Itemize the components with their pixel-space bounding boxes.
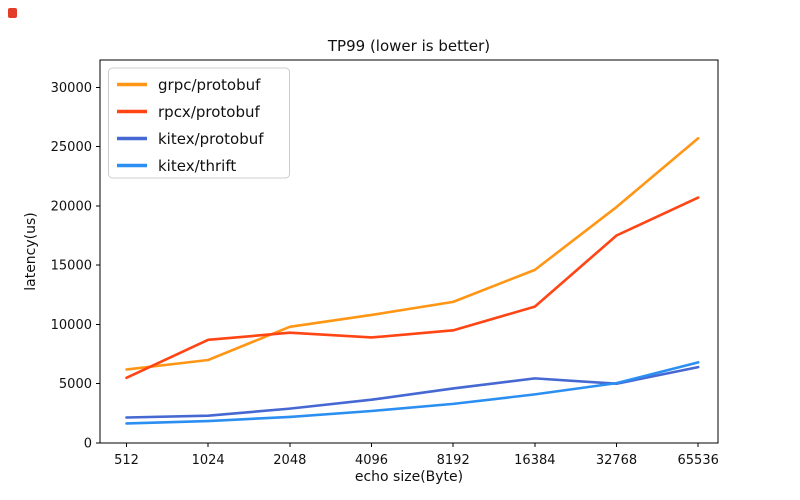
series-line-kitex-thrift [125,361,700,425]
y-tick-label: 0 [84,437,92,452]
x-tick-label: 65536 [678,453,719,468]
series-line-kitex-protobuf [125,365,700,419]
chart-title: TP99 (lower is better) [327,37,490,55]
x-tick-label: 1024 [192,453,225,468]
y-tick-label: 20000 [51,199,92,214]
legend-label: kitex/protobuf [158,130,264,148]
y-axis-label: latency(us) [23,212,39,291]
x-tick-label: 16384 [514,453,555,468]
legend-label: kitex/thrift [158,157,236,175]
series-line-grpc-protobuf [125,136,700,371]
y-tick-label: 30000 [51,81,92,96]
legend-label: rpcx/protobuf [158,103,260,121]
y-tick-label: 15000 [51,259,92,274]
series-line-rpcx-protobuf [125,196,700,380]
y-tick-label: 10000 [51,318,92,333]
legend-label: grpc/protobuf [158,76,261,94]
legend-frame [108,67,290,179]
legend: grpc/protobuf rpcx/protobuf kitex/protobuf… [108,67,290,179]
window-corner-marker [8,8,17,18]
x-axis-label: echo size(Byte) [355,469,463,485]
x-tick-label: 32768 [596,453,637,468]
x-tick-label: 8192 [437,453,470,468]
y-tick-label: 5000 [59,377,92,392]
x-tick-label: 4096 [355,453,388,468]
x-tick-label: 2048 [273,453,306,468]
y-tick-label: 25000 [51,140,92,155]
x-tick-label: 512 [114,453,139,468]
